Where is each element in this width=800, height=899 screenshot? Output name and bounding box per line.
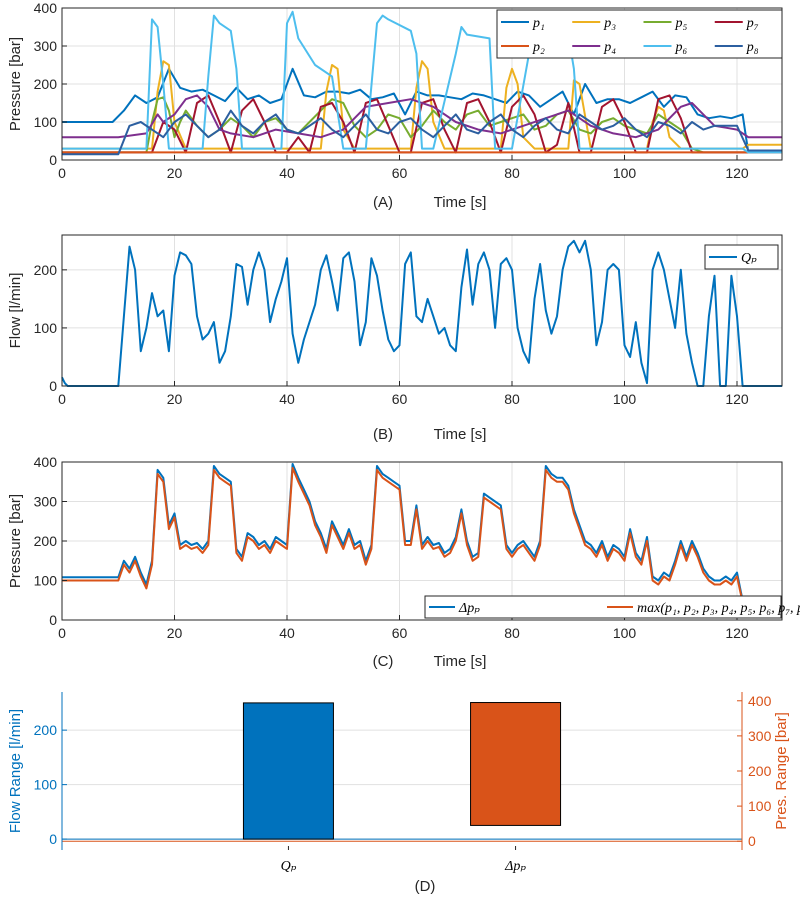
- y-tick-label: 400: [34, 454, 58, 470]
- x-tick-label: 120: [725, 391, 749, 407]
- legend-box: [496, 9, 783, 59]
- x-axis-label: Time [s]: [434, 194, 487, 211]
- legend: Δpₚ max(p₁, p₂, p₃, p₄, p₅, p₆, p₇, p₈): [424, 595, 800, 619]
- panel-a: 0 20 40 60 80 100 120 0 100 200 300 400 Time [s] Pres…: [7, 0, 783, 211]
- left-axis-label: Flow Range [l/min]: [7, 709, 24, 833]
- x-tick-label: 40: [279, 391, 295, 407]
- range-bar-Qp: [242, 702, 334, 840]
- x-tick-label: 80: [504, 165, 520, 181]
- y-tick-label: 100: [34, 114, 58, 130]
- panel-c-caption: (C): [373, 653, 394, 670]
- legend-label: p₄: [603, 40, 616, 55]
- y-tick-label: 0: [49, 152, 57, 168]
- x-axis-label: Time [s]: [434, 426, 487, 443]
- range-bar-Δpp: [470, 702, 562, 826]
- left-tick-label: 100: [34, 777, 58, 793]
- y-tick-label: 400: [34, 0, 58, 16]
- x-tick-label: 80: [504, 391, 520, 407]
- legend-label: p₂: [532, 40, 545, 55]
- category-label: Δpₚ: [504, 859, 526, 874]
- right-tick-label: 400: [748, 693, 772, 709]
- x-tick-label: 20: [167, 165, 183, 181]
- right-tick-label: 200: [748, 763, 772, 779]
- panel-d: 0 100 200 0 100 200 300 400 Qₚ Δpₚ Flow Range [l/m…: [7, 692, 790, 874]
- x-tick-label: 0: [58, 165, 66, 181]
- panel-a-caption: (A): [373, 194, 393, 211]
- x-tick-label: 0: [58, 625, 66, 641]
- y-axis-label: Flow [l/min]: [7, 273, 24, 349]
- series-line-p6: [62, 10, 782, 154]
- left-tick-label: 200: [34, 722, 58, 738]
- legend-label: p₈: [746, 40, 759, 55]
- x-tick-label: 60: [392, 391, 408, 407]
- y-tick-label: 0: [49, 378, 57, 394]
- legend-label: Δpₚ: [458, 601, 480, 616]
- panel-d-caption: (D): [415, 878, 436, 895]
- series-line-p8: [62, 109, 782, 156]
- y-tick-label: 100: [34, 573, 58, 589]
- x-tick-label: 20: [167, 625, 183, 641]
- series-line-p1: [62, 67, 782, 154]
- x-axis-label: Time [s]: [434, 653, 487, 670]
- right-tick-label: 300: [748, 728, 772, 744]
- x-tick-label: 40: [279, 165, 295, 181]
- x-tick-label: 60: [392, 165, 408, 181]
- panel-c: 0 20 40 60 80 100 120 0 100 200 300 400 Time [s] Pres…: [7, 454, 800, 670]
- x-tick-label: 100: [613, 625, 637, 641]
- x-tick-label: 60: [392, 625, 408, 641]
- y-tick-label: 100: [34, 320, 58, 336]
- x-tick-label: 100: [613, 165, 637, 181]
- series-line-Δpp: [62, 463, 782, 602]
- right-tick-label: 0: [748, 833, 756, 849]
- category-label: Qₚ: [281, 859, 297, 874]
- legend-label: max(p₁, p₂, p₃, p₄, p₅, p₆, p₇, p₈): [637, 601, 800, 616]
- legend-box: [424, 595, 782, 619]
- right-axis-label: Pres. Range [bar]: [773, 712, 790, 830]
- panel-b: 0 20 40 60 80 100 120 0 100 200 Time [s] Flow [l/mi…: [7, 234, 783, 443]
- y-tick-label: 200: [34, 262, 58, 278]
- legend: Qₚ: [704, 244, 779, 270]
- left-tick-label: 0: [49, 831, 57, 847]
- legend-label: p₅: [675, 16, 688, 31]
- x-tick-label: 100: [613, 391, 637, 407]
- x-tick-label: 120: [725, 165, 749, 181]
- x-tick-label: 0: [58, 391, 66, 407]
- legend-label: p₁: [532, 16, 545, 31]
- series-line-max(p1,p2,p3,p4,p5,p6,p7,p8): [62, 466, 782, 604]
- legend-label: p₆: [675, 40, 688, 55]
- y-tick-label: 0: [49, 612, 57, 628]
- x-tick-label: 120: [725, 625, 749, 641]
- legend-label: p₃: [603, 16, 616, 31]
- plot-area: [61, 234, 783, 387]
- x-tick-label: 80: [504, 625, 520, 641]
- series-line-Qp: [61, 239, 782, 387]
- y-tick-label: 200: [34, 533, 58, 549]
- y-axis-label: Pressure [bar]: [7, 494, 24, 588]
- panel-b-caption: (B): [373, 426, 393, 443]
- right-tick-label: 100: [748, 798, 772, 814]
- x-tick-label: 40: [279, 625, 295, 641]
- series-line-p4: [62, 94, 782, 139]
- y-tick-label: 200: [34, 76, 58, 92]
- y-axis-label: Pressure [bar]: [7, 37, 24, 131]
- legend-label: Qₚ: [741, 251, 757, 266]
- legend-label: p₇: [746, 16, 759, 31]
- y-tick-label: 300: [34, 38, 58, 54]
- y-tick-label: 300: [34, 494, 58, 510]
- legend: p₁ p₃ p₅ p₇ p₂ p₄ p₆ p₈: [496, 9, 783, 59]
- x-tick-label: 20: [167, 391, 183, 407]
